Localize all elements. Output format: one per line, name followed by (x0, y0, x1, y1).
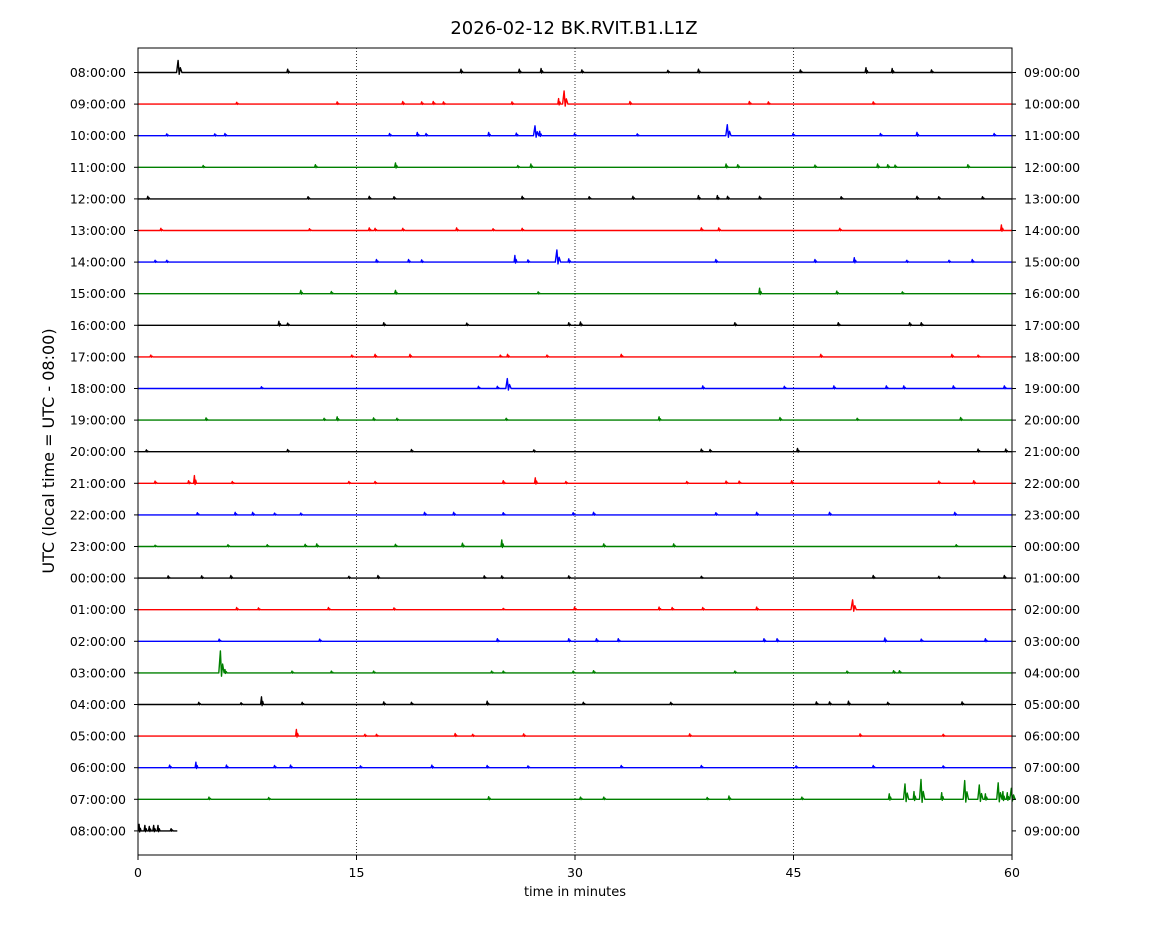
local-label: 15:00:00 (1024, 255, 1080, 270)
utc-label: 11:00:00 (70, 160, 126, 175)
trace-line (138, 539, 1012, 549)
utc-label: 01:00:00 (70, 602, 126, 617)
utc-label: 02:00:00 (70, 634, 126, 649)
utc-label: 10:00:00 (70, 128, 126, 143)
local-label: 05:00:00 (1024, 697, 1080, 712)
utc-label: 22:00:00 (70, 507, 126, 522)
local-label: 03:00:00 (1024, 634, 1080, 649)
trace-line (138, 416, 1012, 422)
utc-label: 18:00:00 (70, 381, 126, 396)
local-label: 00:00:00 (1024, 539, 1080, 554)
x-tick-label: 30 (567, 865, 583, 880)
trace-lines (137, 59, 1016, 833)
local-label: 22:00:00 (1024, 476, 1080, 491)
trace-line (138, 599, 1012, 612)
utc-label: 16:00:00 (70, 318, 126, 333)
local-label: 19:00:00 (1024, 381, 1080, 396)
local-label: 07:00:00 (1024, 760, 1080, 775)
trace-line (137, 823, 178, 833)
local-label: 09:00:00 (1024, 823, 1080, 838)
x-tick-label: 45 (786, 865, 802, 880)
local-label: 06:00:00 (1024, 729, 1080, 744)
utc-tick-labels: 08:00:00 09:00:00 10:00:00 11:00:00 12:00:00… (70, 65, 138, 838)
chart-title: 2026-02-12 BK.RVIT.B1.L1Z (450, 18, 697, 39)
local-label: 20:00:00 (1024, 413, 1080, 428)
local-label: 12:00:00 (1024, 160, 1080, 175)
utc-label: 20:00:00 (70, 444, 126, 459)
trace-line (138, 162, 1012, 169)
trace-line (138, 59, 1012, 75)
utc-label: 14:00:00 (70, 255, 126, 270)
local-label: 10:00:00 (1024, 97, 1080, 112)
x-axis: 0 15 30 45 60 (134, 855, 1020, 880)
local-label: 09:00:00 (1024, 65, 1080, 80)
utc-label: 07:00:00 (70, 792, 126, 807)
utc-label: 08:00:00 (70, 65, 126, 80)
local-label: 01:00:00 (1024, 571, 1080, 586)
trace-line (138, 287, 1012, 296)
local-label: 11:00:00 (1024, 128, 1080, 143)
local-label: 23:00:00 (1024, 507, 1080, 522)
local-label: 16:00:00 (1024, 286, 1080, 301)
utc-label: 23:00:00 (70, 539, 126, 554)
utc-label: 03:00:00 (70, 665, 126, 680)
utc-label: 12:00:00 (70, 191, 126, 206)
utc-label: 15:00:00 (70, 286, 126, 301)
local-label: 04:00:00 (1024, 665, 1080, 680)
local-label: 14:00:00 (1024, 223, 1080, 238)
trace-line (138, 124, 1012, 138)
utc-label: 04:00:00 (70, 697, 126, 712)
utc-label: 00:00:00 (70, 571, 126, 586)
local-label: 02:00:00 (1024, 602, 1080, 617)
utc-label: 21:00:00 (70, 476, 126, 491)
trace-line (138, 194, 1012, 201)
trace-line (138, 320, 1012, 327)
trace-line (138, 353, 1012, 358)
trace-line (138, 778, 1016, 803)
trace-line (138, 90, 1012, 107)
utc-label: 09:00:00 (70, 97, 126, 112)
utc-label: 17:00:00 (70, 349, 126, 364)
utc-label: 08:00:00 (70, 823, 126, 838)
utc-label: 06:00:00 (70, 760, 126, 775)
local-label: 18:00:00 (1024, 349, 1080, 364)
trace-line (138, 574, 1012, 580)
trace-line (138, 511, 1012, 516)
x-tick-label: 0 (134, 865, 142, 880)
trace-line (138, 249, 1012, 265)
trace-line (138, 474, 1012, 486)
local-label: 08:00:00 (1024, 792, 1080, 807)
x-tick-label: 15 (349, 865, 365, 880)
plot-frame (137, 47, 1013, 856)
trace-line (138, 447, 1012, 453)
trace-line (138, 696, 1012, 707)
local-label: 13:00:00 (1024, 191, 1080, 206)
x-tick-label: 60 (1004, 865, 1020, 880)
local-time-tick-labels: 09:00:00 10:00:00 11:00:00 12:00:00 13:00:00… (1012, 65, 1080, 838)
trace-line (138, 650, 1012, 677)
vertical-gridlines (356, 48, 794, 855)
trace-line (138, 728, 1012, 738)
utc-label: 05:00:00 (70, 729, 126, 744)
trace-line (138, 637, 1012, 643)
trace-line (138, 761, 1012, 770)
trace-line (138, 224, 1012, 232)
x-axis-label: time in minutes (524, 885, 626, 900)
utc-label: 19:00:00 (70, 413, 126, 428)
local-label: 17:00:00 (1024, 318, 1080, 333)
y-axis-label: UTC (local time = UTC - 08:00) (39, 328, 58, 573)
local-label: 21:00:00 (1024, 444, 1080, 459)
utc-label: 13:00:00 (70, 223, 126, 238)
trace-line (138, 377, 1012, 391)
